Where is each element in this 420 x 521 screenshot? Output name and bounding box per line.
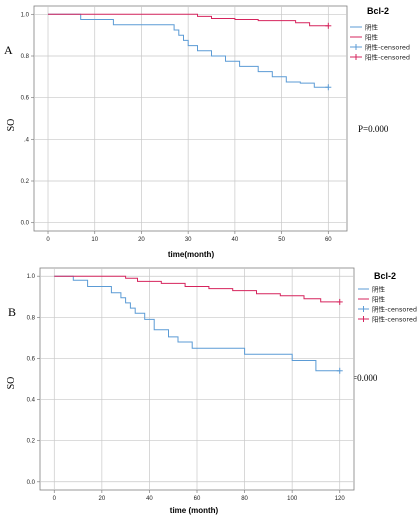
survival-line-negative-b xyxy=(54,275,340,372)
legend-label-positive-a: 阳性 xyxy=(365,33,379,42)
x-tick-label-b: 120 xyxy=(335,496,346,502)
legend-swatch-positive-censored-a xyxy=(350,54,362,60)
y-axis-label-b: SO xyxy=(6,377,17,390)
legend-title-b: Bcl-2 xyxy=(374,271,396,281)
x-tick-label-a: 30 xyxy=(185,237,192,243)
p-value-b: P=0.000 xyxy=(347,373,378,383)
x-tick-label-b: 40 xyxy=(146,496,153,502)
x-tick-label-b: 60 xyxy=(194,496,201,502)
x-tick-label-b: 20 xyxy=(99,496,106,502)
survival-line-positive-a xyxy=(48,13,329,27)
y-tick-label-b: 0.2 xyxy=(27,439,36,445)
y-tick-label-b: 0.4 xyxy=(27,398,36,404)
legend-swatch-negative-censored-b xyxy=(358,306,369,312)
censor-mark-positive-a xyxy=(325,22,332,29)
legend-swatch-positive-censored-b xyxy=(358,316,369,322)
x-tick-label-a: 20 xyxy=(138,237,145,243)
y-tick-label-a: .4 xyxy=(24,137,30,143)
y-tick-label-b: 0.6 xyxy=(27,356,36,362)
legend-label-negative-censored-a: 阴性-censored xyxy=(365,43,410,52)
censor-mark-negative-a xyxy=(325,84,332,91)
x-tick-label-a: 40 xyxy=(232,237,239,243)
panel-a: A SO time(month) Bcl-2 P=0.000 阴性 阳性 阴性-… xyxy=(4,5,410,259)
legend-b: 阴性 阳性 阴性-censored 阳性-censored xyxy=(358,285,417,324)
x-tick-label-a: 0 xyxy=(46,237,50,243)
x-tick-label-a: 50 xyxy=(278,237,285,243)
panel-letter-b: B xyxy=(8,305,16,319)
legend-label-positive-censored-b: 阳性-censored xyxy=(372,315,417,324)
x-tick-label-b: 0 xyxy=(53,496,57,502)
legend-a: 阴性 阳性 阴性-censored 阳性-censored xyxy=(350,23,410,62)
x-tick-label-a: 10 xyxy=(91,237,98,243)
y-tick-label-a: 0.8 xyxy=(21,54,30,60)
legend-label-negative-censored-b: 阴性-censored xyxy=(372,305,417,314)
y-tick-label-a: 0.6 xyxy=(21,96,30,102)
plot-frame-a xyxy=(33,5,348,232)
legend-title-a: Bcl-2 xyxy=(367,6,389,16)
panel-b: B SO time (month) Bcl-2 P=0.000 阴性 阳性 阴性… xyxy=(6,267,417,515)
x-tick-label-b: 100 xyxy=(287,496,298,502)
legend-label-negative-b: 阴性 xyxy=(372,285,386,294)
censor-mark-negative-b xyxy=(336,367,343,374)
x-tick-label-b: 80 xyxy=(241,496,248,502)
y-tick-label-b: 0.0 xyxy=(27,480,36,486)
y-tick-label-b: 1.0 xyxy=(27,274,36,280)
legend-swatch-negative-censored-a xyxy=(350,44,362,50)
y-tick-label-a: 1.0 xyxy=(21,12,30,18)
censor-mark-positive-b xyxy=(336,298,343,305)
legend-label-positive-censored-a: 阳性-censored xyxy=(365,53,410,62)
x-axis-label-b: time (month) xyxy=(170,506,219,515)
x-axis-label-a: time(month) xyxy=(168,250,215,259)
legend-label-negative-a: 阴性 xyxy=(365,23,379,32)
legend-label-positive-b: 阳性 xyxy=(372,295,386,304)
x-tick-label-a: 60 xyxy=(325,237,332,243)
y-tick-label-a: 0.0 xyxy=(21,221,30,227)
plot-area-a: 0 10 20 30 40 50 60 0.0 0.2 .4 0.6 0.8 1.0 xyxy=(21,5,348,243)
y-axis-label-a: SO xyxy=(6,119,17,132)
survival-line-positive-b xyxy=(54,275,340,303)
panel-letter-a: A xyxy=(4,43,13,57)
plot-area-b: 0 20 40 60 80 100 120 0.0 0.2 0.4 0.6 0.8 1.0 xyxy=(27,267,355,502)
y-tick-label-b: 0.8 xyxy=(27,315,36,321)
y-tick-label-a: 0.2 xyxy=(21,179,30,185)
survival-line-negative-a xyxy=(48,13,329,88)
p-value-a: P=0.000 xyxy=(358,124,389,134)
